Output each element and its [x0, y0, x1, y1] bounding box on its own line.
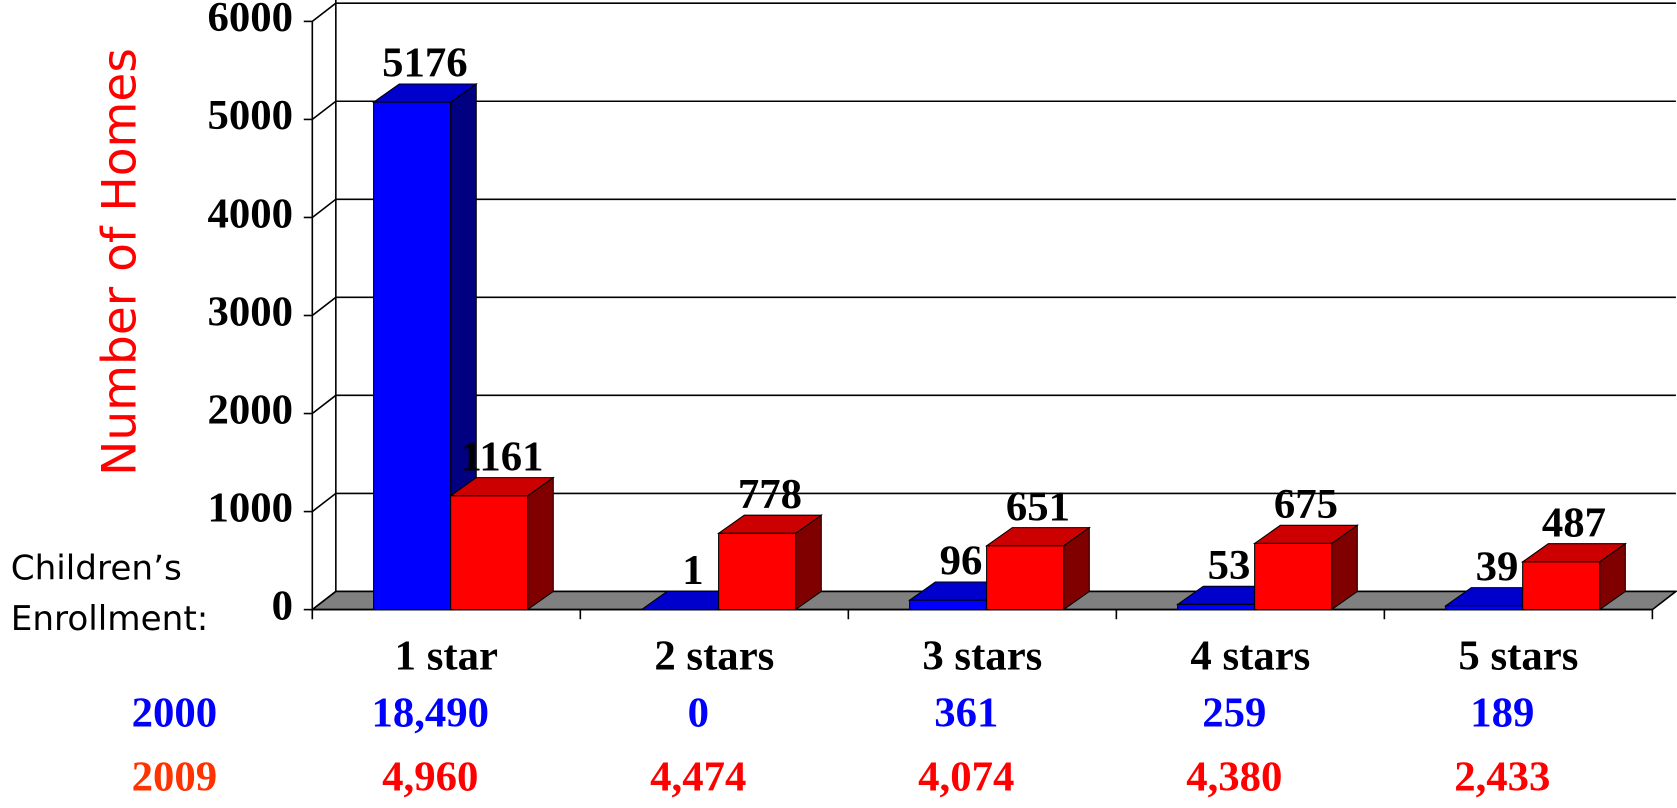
y-tick-label: 4000	[208, 190, 294, 237]
grid-line	[311, 296, 1676, 317]
bar	[450, 495, 529, 611]
enrollment-value: 4,474	[650, 754, 746, 801]
enrollment-value: 18,490	[371, 689, 489, 736]
data-label: 53	[1208, 542, 1251, 589]
x-tick-label: 3 stars	[922, 633, 1042, 680]
enrollment-value: 4,960	[382, 754, 478, 801]
enrollment-value: 2,433	[1454, 754, 1550, 801]
x-tick-label: 1 star	[395, 633, 498, 680]
enrollment-label: Children’s	[11, 549, 182, 589]
y-tick-label: 5000	[208, 92, 294, 139]
bar	[373, 101, 452, 611]
grid-line	[311, 2, 1676, 23]
grid-line	[311, 394, 1676, 415]
grid-line	[311, 492, 1676, 513]
enrollment-year: 2000	[132, 689, 218, 736]
enrollment-year: 2009	[132, 754, 218, 801]
y-tick-label: 0	[272, 582, 293, 629]
enrollment-value: 361	[934, 689, 998, 736]
bar	[1445, 605, 1524, 611]
enrollment-value: 259	[1202, 689, 1266, 736]
data-label: 1	[682, 547, 703, 594]
data-label: 96	[940, 538, 983, 585]
data-label: 39	[1476, 543, 1519, 590]
data-label: 1161	[460, 433, 543, 480]
bar	[1254, 542, 1333, 611]
enrollment-value: 0	[688, 689, 709, 736]
data-label: 5176	[382, 40, 468, 87]
enrollment-value: 189	[1470, 689, 1534, 736]
x-tick-label: 2 stars	[654, 633, 774, 680]
y-tick-label: 3000	[208, 288, 294, 335]
y-tick-label: 2000	[208, 386, 294, 433]
x-tick-label: 4 stars	[1190, 633, 1310, 680]
bar	[1177, 603, 1256, 611]
y-tick-label: 1000	[208, 484, 294, 531]
data-label: 778	[738, 471, 802, 518]
bar	[986, 545, 1065, 611]
enrollment-value: 4,380	[1186, 754, 1282, 801]
y-tick-label: 6000	[208, 0, 294, 41]
grid-line	[311, 198, 1676, 219]
enrollment-label: Enrollment:	[11, 599, 209, 639]
y-axis-title: Number of Homes	[93, 48, 148, 476]
bar	[718, 532, 797, 611]
bar	[909, 599, 988, 611]
data-label: 651	[1006, 483, 1070, 530]
data-label: 675	[1274, 481, 1338, 528]
x-tick-label: 5 stars	[1458, 633, 1578, 680]
enrollment-value: 4,074	[918, 754, 1014, 801]
data-label: 487	[1542, 499, 1606, 546]
bar-side	[527, 476, 554, 611]
bar	[1522, 561, 1601, 611]
grid-line	[311, 100, 1676, 121]
